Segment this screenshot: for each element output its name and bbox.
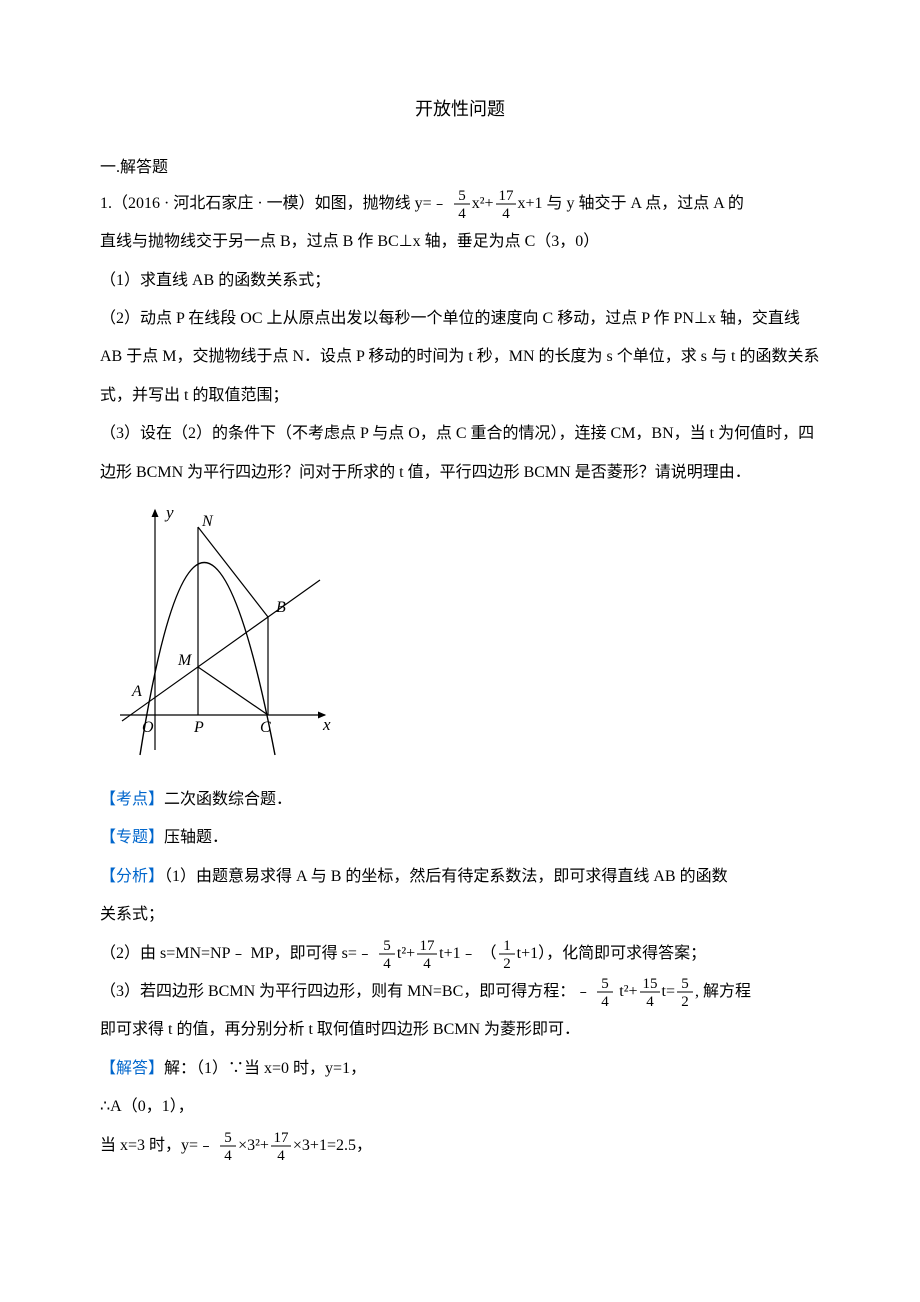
zhuanti-label: 【专题】 <box>100 829 164 846</box>
svg-text:P: P <box>193 719 204 736</box>
svg-text:4: 4 <box>646 994 654 1009</box>
svg-text:5: 5 <box>602 976 610 992</box>
fraction-5-4-b: 54 <box>377 937 397 971</box>
fenxi-p2-post: t+1），化简即可求得答案； <box>517 945 706 962</box>
zhuanti: 【专题】压轴题． <box>100 819 820 857</box>
fenxi-label: 【分析】 <box>100 868 164 885</box>
svg-text:M: M <box>177 652 193 669</box>
svg-text:y: y <box>164 503 174 522</box>
kaodian-text: 二次函数综合题． <box>164 791 292 808</box>
fenxi-p3-pre: （3）若四边形 BCMN 为平行四边形，则有 MN=BC，即可得方程：﹣ <box>100 983 595 1000</box>
svg-text:4: 4 <box>602 994 610 1009</box>
q1-line2: 直线与抛物线交于另一点 B，过点 B 作 BC⊥x 轴，垂足为点 C（3，0） <box>100 223 820 261</box>
fraction-17-4: 174 <box>494 187 518 221</box>
svg-text:C: C <box>260 719 271 736</box>
q1-part1: （1）求直线 AB 的函数关系式； <box>100 262 820 300</box>
svg-text:4: 4 <box>458 206 466 221</box>
fraction-5-4: 54 <box>452 187 472 221</box>
svg-text:4: 4 <box>502 206 510 221</box>
parabola-figure: y x O P C A M N B <box>100 500 820 773</box>
page-title: 开放性问题 <box>100 90 820 130</box>
section-heading: 一.解答题 <box>100 150 820 185</box>
jieda-p3: 当 x=3 时，y=﹣ 54×3²+174×3+1=2.5， <box>100 1127 820 1165</box>
svg-text:A: A <box>131 683 142 700</box>
q1-part3: （3）设在（2）的条件下（不考虑点 P 与点 O，点 C 重合的情况），连接 C… <box>100 415 820 492</box>
fraction-1-2: 12 <box>497 937 517 971</box>
fraction-15-4: 154 <box>638 975 662 1009</box>
jieda-p1: 【解答】解：（1）∵当 x=0 时，y=1， <box>100 1050 820 1088</box>
jieda-p3-pre: 当 x=3 时，y=﹣ <box>100 1137 218 1154</box>
fenxi-p2-mid2: t+1﹣ （ <box>439 945 496 962</box>
jieda-p3-mid: ×3²+ <box>238 1137 269 1154</box>
svg-text:4: 4 <box>383 956 391 971</box>
svg-text:17: 17 <box>498 188 514 204</box>
jieda-p3-post: ×3+1=2.5， <box>293 1137 372 1154</box>
fraction-5-4-d: 54 <box>218 1129 238 1163</box>
fenxi-p1b: 关系式； <box>100 896 820 934</box>
zhuanti-text: 压轴题． <box>164 829 228 846</box>
svg-text:2: 2 <box>503 956 511 971</box>
svg-text:5: 5 <box>383 938 391 954</box>
svg-text:5: 5 <box>224 1130 232 1146</box>
fenxi-p2-mid1: t²+ <box>397 945 415 962</box>
q1-line1-pre: 1.（2016 · 河北石家庄 · 一模）如图，抛物线 y=﹣ <box>100 195 452 212</box>
svg-text:17: 17 <box>273 1130 289 1146</box>
jieda-p2: ∴A（0，1）， <box>100 1088 820 1126</box>
fenxi-p1a: 【分析】（1）由题意易求得 A 与 B 的坐标，然后有待定系数法，即可求得直线 … <box>100 858 820 896</box>
jieda-label: 【解答】 <box>100 1060 164 1077</box>
svg-text:15: 15 <box>642 976 657 992</box>
svg-text:4: 4 <box>277 1148 285 1163</box>
jieda-p1-text: 解：（1）∵当 x=0 时，y=1， <box>164 1060 366 1077</box>
fenxi-p3-mid1: t²+ <box>615 983 637 1000</box>
svg-text:5: 5 <box>458 188 466 204</box>
fenxi-p3a: （3）若四边形 BCMN 为平行四边形，则有 MN=BC，即可得方程：﹣ 54 … <box>100 973 820 1011</box>
q1-line1-post: x+1 与 y 轴交于 A 点，过点 A 的 <box>518 195 744 212</box>
fenxi-p1a-text: （1）由题意易求得 A 与 B 的坐标，然后有待定系数法，即可求得直线 AB 的… <box>164 868 728 885</box>
svg-text:B: B <box>276 599 286 616</box>
fraction-5-2: 52 <box>675 975 695 1009</box>
svg-text:x: x <box>322 715 331 734</box>
fraction-17-4-d: 174 <box>269 1129 293 1163</box>
svg-text:4: 4 <box>423 956 431 971</box>
fraction-17-4-b: 174 <box>415 937 439 971</box>
fenxi-p3-mid2: t= <box>662 983 675 1000</box>
q1-line1-mid: x²+ <box>472 195 494 212</box>
svg-text:2: 2 <box>681 994 689 1009</box>
fenxi-p2: （2）由 s=MN=NP﹣ MP，即可得 s=﹣ 54t²+174t+1﹣ （1… <box>100 935 820 973</box>
svg-text:O: O <box>142 719 154 736</box>
svg-text:1: 1 <box>503 938 511 954</box>
q1-line1: 1.（2016 · 河北石家庄 · 一模）如图，抛物线 y=﹣ 54x²+174… <box>100 185 820 223</box>
q1-part2: （2）动点 P 在线段 OC 上从原点出发以每秒一个单位的速度向 C 移动，过点… <box>100 300 820 415</box>
kaodian-label: 【考点】 <box>100 791 164 808</box>
svg-text:5: 5 <box>681 976 689 992</box>
fenxi-p2-pre: （2）由 s=MN=NP﹣ MP，即可得 s=﹣ <box>100 945 377 962</box>
svg-text:17: 17 <box>420 938 436 954</box>
svg-text:4: 4 <box>224 1148 232 1163</box>
kaodian: 【考点】二次函数综合题． <box>100 781 820 819</box>
svg-text:N: N <box>201 513 214 530</box>
fenxi-p3-end: , 解方程 <box>695 983 751 1000</box>
fraction-5-4-c: 54 <box>595 975 615 1009</box>
fenxi-p3b: 即可求得 t 的值，再分别分析 t 取何值时四边形 BCMN 为菱形即可． <box>100 1011 820 1049</box>
